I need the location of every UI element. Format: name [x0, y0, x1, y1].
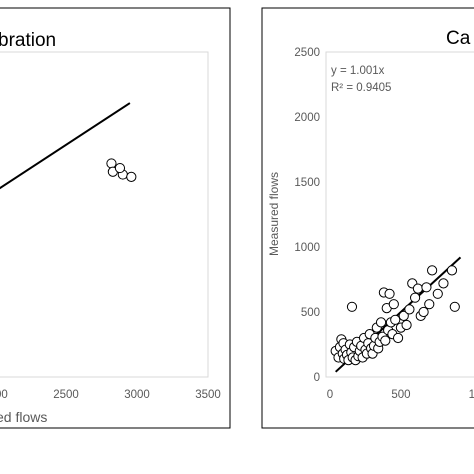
scatter-point	[346, 301, 358, 312]
scatter-point	[388, 299, 399, 310]
scatter-point	[375, 317, 387, 328]
left-plot-area	[0, 51, 209, 378]
x-tick-label: 1	[469, 389, 474, 401]
scatter-point	[424, 299, 435, 310]
x-tick-label: 3500	[195, 389, 221, 401]
left-chart-title: bration	[0, 30, 56, 51]
x-tick-label: 2000	[0, 389, 8, 401]
scatter-point	[398, 310, 409, 321]
right-y-axis-label: Measured flows	[267, 172, 281, 256]
y-tick-label: 2000	[294, 112, 320, 124]
right-chart-title: Ca	[446, 28, 471, 49]
left-plot-marks	[0, 102, 137, 190]
right-y-tick-labels: 0 500 1000 1500 2000 2500	[294, 47, 320, 384]
scatter-point	[106, 158, 117, 169]
left-x-tick-labels: 2000 2500 3000 3500	[0, 389, 221, 401]
scatter-point	[438, 278, 449, 289]
scatter-point	[392, 332, 404, 344]
left-chart-frame	[0, 7, 231, 429]
scatter-point	[126, 171, 137, 182]
x-tick-label: 2500	[53, 389, 79, 401]
y-tick-label: 500	[301, 307, 320, 319]
right-chart: Ca Measured flows y = 1.001x R² = 0.9405…	[261, 7, 474, 429]
scatter-point	[432, 288, 443, 299]
y-tick-label: 0	[314, 372, 320, 384]
scatter-point	[380, 335, 391, 346]
r-squared-label: R² = 0.9405	[331, 82, 391, 94]
left-x-axis-label: ed flows	[0, 409, 47, 425]
scatter-point	[427, 265, 438, 276]
right-chart-frame	[261, 7, 474, 429]
y-tick-label: 1000	[294, 242, 320, 254]
right-x-tick-labels: 0 500 1	[327, 389, 474, 401]
scatter-point	[418, 306, 429, 318]
scatter-point	[404, 304, 415, 315]
scatter-point	[409, 292, 421, 303]
trendline	[0, 102, 131, 190]
y-tick-label: 1500	[294, 177, 320, 189]
left-chart: bration 2000 2500 3000 3500 ed flows	[0, 7, 231, 429]
right-plot-marks	[330, 256, 462, 373]
equation-label: y = 1.001x	[331, 65, 385, 77]
x-tick-label: 0	[327, 389, 333, 401]
scatter-point	[114, 162, 126, 174]
y-tick-label: 2500	[294, 47, 320, 59]
scatter-point	[401, 319, 412, 331]
scatter-point	[384, 288, 395, 299]
scatter-point	[449, 301, 460, 312]
x-tick-label: 3000	[124, 389, 150, 401]
scatter-point	[446, 265, 458, 276]
scatter-point	[390, 314, 401, 325]
scatter-point	[421, 282, 432, 293]
x-tick-label: 500	[391, 389, 410, 401]
scatter-point	[412, 283, 424, 294]
right-plot-area	[325, 51, 474, 378]
